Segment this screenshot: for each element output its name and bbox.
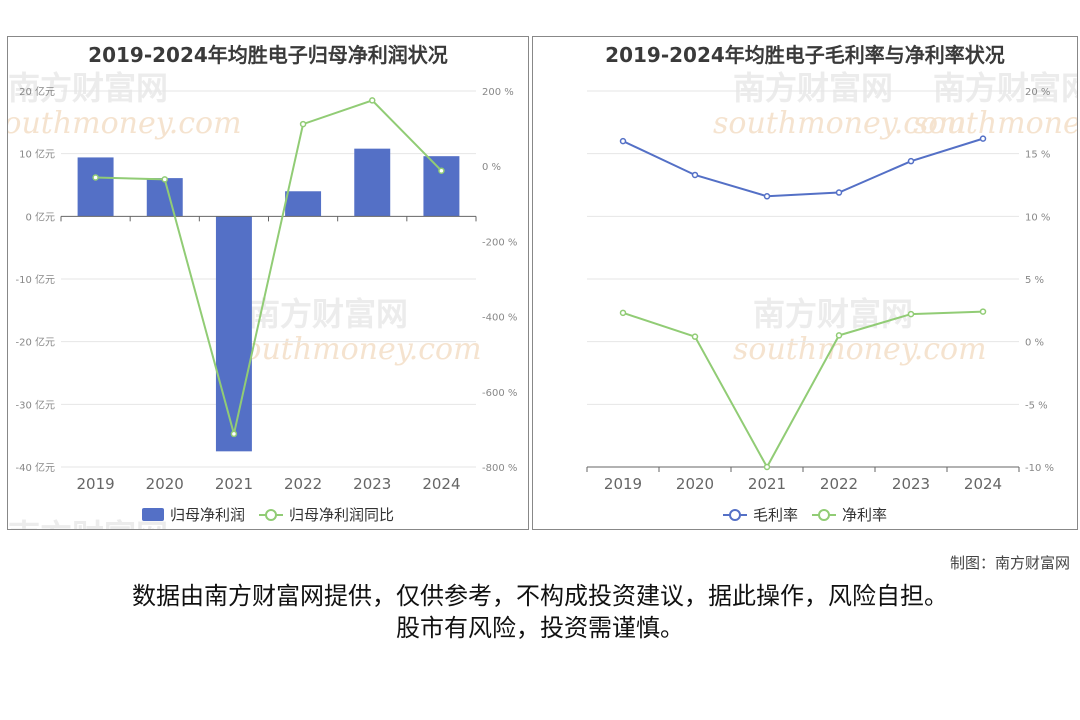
legend-item-net-profit[interactable]: 归母净利润 (141, 504, 245, 525)
y-tick-label-right: -600 % (482, 388, 517, 399)
y-tick-label-left: 10 亿元 (19, 148, 55, 161)
point-net-profit-yoy-2023 (369, 97, 376, 104)
y-tick-label-right: -200 % (482, 237, 517, 248)
point-net-profit-yoy-2022 (299, 120, 307, 128)
y-tick-label-right: 15 % (1025, 150, 1050, 161)
chart-legend: 毛利率 净利率 (533, 504, 1077, 525)
y-tick-label-left: -10 亿元 (15, 273, 55, 286)
legend-item-gross-margin[interactable]: 毛利率 (722, 504, 798, 525)
legend-label: 归母净利润 (169, 506, 245, 524)
y-tick-label-right: -10 % (1025, 463, 1054, 474)
x-tick-label: 2020 (146, 475, 184, 493)
point-gross-margin-2020 (691, 171, 699, 179)
legend-label: 归母净利润同比 (289, 506, 395, 524)
x-tick-label: 2022 (284, 475, 322, 493)
y-tick-label-right: 200 % (482, 87, 514, 98)
bar-2021 (215, 216, 252, 452)
legend-line-swatch (722, 508, 747, 521)
y-tick-label-left: 0 亿元 (25, 210, 55, 223)
line-gross-margin (622, 137, 984, 198)
legend-item-net-margin[interactable]: 净利率 (812, 504, 887, 525)
chart-panel-net-profit: 南方财富网southmoney.com南方财富网southmoney.com南方… (7, 36, 529, 530)
y-tick-label-left: 20 亿元 (19, 85, 55, 98)
legend-label: 毛利率 (752, 506, 798, 524)
point-gross-margin-2019 (619, 137, 627, 145)
x-tick-label: 2021 (748, 475, 786, 493)
net-profit-chart: 20 亿元 10 亿元 0 亿元 -10 亿元 -20 亿元 -30 亿元 -40 亿元 20… (15, 85, 517, 493)
point-net-margin-2022 (835, 332, 843, 339)
chart-credit: 制图：南方财富网 (949, 554, 1070, 572)
line-net-profit-yoy (95, 99, 443, 435)
y-tick-label-right: 5 % (1025, 275, 1044, 286)
point-gross-margin-2023 (907, 157, 915, 165)
y-tick-label-left: -40 亿元 (15, 461, 55, 474)
chart-title: 2019-2024年均胜电子毛利率与净利率状况 (605, 43, 1005, 67)
bar-2023 (354, 148, 391, 217)
margin-chart: 20 % 15 % 10 % 5 % 0 % -5 % -10 % 2019 2020 2021 2… (586, 87, 1054, 493)
point-net-margin-2021 (763, 463, 771, 471)
x-tick-label: 2024 (964, 475, 1002, 493)
point-net-margin-2023 (907, 310, 915, 318)
disclaimer: 数据由南方财富网提供，仅供参考，不构成投资建议，据此操作，风险自担。 股市有风险… (0, 580, 1080, 644)
y-tick-label-right: 0 % (1025, 338, 1044, 349)
x-tick-label: 2023 (892, 475, 930, 493)
y-tick-label-right: 10 % (1025, 212, 1050, 223)
bar-2019 (77, 157, 114, 217)
x-tick-label: 2021 (215, 475, 253, 493)
y-tick-label-right: -400 % (482, 313, 517, 324)
chart-title: 2019-2024年均胜电子归母净利润状况 (88, 43, 448, 67)
disclaimer-line: 股市有风险，投资需谨慎。 (396, 614, 684, 642)
y-tick-label-left: -20 亿元 (15, 336, 55, 349)
legend-item-net-profit-yoy[interactable]: 归母净利润同比 (259, 504, 394, 525)
legend-label: 净利率 (842, 506, 888, 524)
x-tick-label: 2019 (604, 475, 642, 493)
point-net-profit-yoy-2021 (230, 430, 238, 438)
bar-2024 (423, 156, 460, 217)
y-tick-label-right: 20 % (1025, 87, 1050, 98)
x-tick-label: 2019 (76, 475, 114, 493)
x-tick-label: 2024 (422, 475, 460, 493)
x-tick-label: 2023 (353, 475, 391, 493)
point-net-profit-yoy-2019 (92, 174, 99, 181)
bar-2022 (285, 191, 322, 217)
point-net-margin-2024 (979, 308, 987, 315)
line-net-margin (622, 310, 984, 470)
y-tick-label-left: -30 亿元 (15, 398, 55, 411)
x-tick-label: 2022 (820, 475, 858, 493)
bar-2020 (146, 178, 183, 217)
y-tick-label-right: -5 % (1025, 400, 1048, 411)
point-net-profit-yoy-2020 (161, 176, 168, 183)
point-net-margin-2020 (691, 333, 699, 340)
point-gross-margin-2022 (835, 189, 843, 196)
point-gross-margin-2021 (763, 193, 771, 200)
disclaimer-line: 数据由南方财富网提供，仅供参考，不构成投资建议，据此操作，风险自担。 (132, 582, 948, 610)
chart-legend: 归母净利润 归母净利润同比 (8, 504, 528, 525)
y-tick-label-right: 0 % (482, 162, 501, 173)
x-tick-label: 2020 (676, 475, 714, 493)
y-tick-label-right: -800 % (482, 463, 517, 474)
legend-line-swatch (812, 508, 836, 521)
chart-panel-margins: 南方财富网 southmoney.com 南方财富网 southmoney.com 南方… (532, 36, 1078, 530)
point-net-profit-yoy-2024 (438, 167, 445, 174)
legend-line-swatch (259, 508, 283, 521)
point-net-margin-2019 (619, 309, 627, 317)
point-gross-margin-2024 (979, 135, 987, 142)
legend-bar-swatch (141, 508, 164, 521)
